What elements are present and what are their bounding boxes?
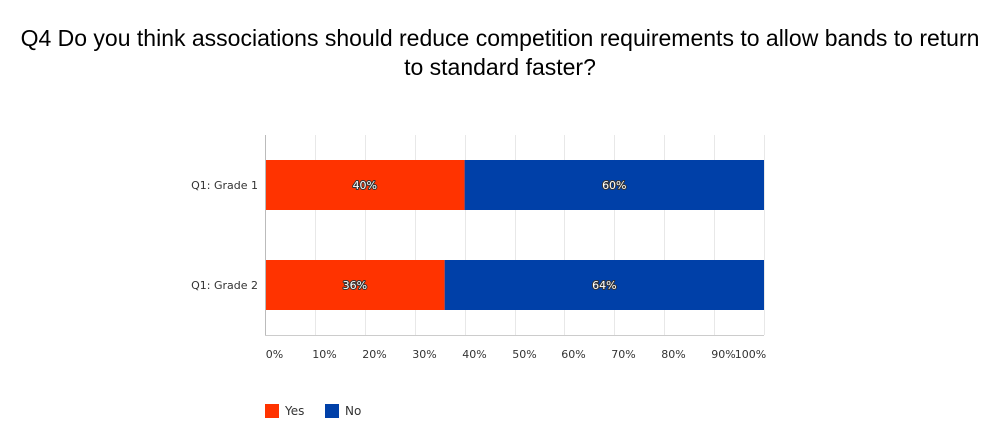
- chart-title: Q4 Do you think associations should redu…: [20, 25, 980, 80]
- x-tick-label: 90%: [711, 348, 735, 361]
- axes: 0% 10% 20% 30% 40% 50% 60% 70% 80% 90% 100%: [265, 135, 766, 361]
- bar-segment-yes-2: [265, 260, 445, 310]
- legend: Yes No: [265, 404, 361, 418]
- data-label: 60%: [602, 179, 626, 192]
- x-tick-label: 70%: [611, 348, 635, 361]
- x-tick-label: 10%: [312, 348, 336, 361]
- data-label: 36%: [343, 279, 367, 292]
- x-tick-label: 0%: [266, 348, 283, 361]
- bars: [265, 160, 764, 310]
- legend-label-yes: Yes: [284, 404, 304, 418]
- bar-segment-no-2: [444, 260, 764, 310]
- legend-label-no: No: [345, 404, 361, 418]
- legend-swatch-no: [325, 404, 339, 418]
- x-tick-label: 30%: [412, 348, 436, 361]
- x-tick-label: 60%: [561, 348, 585, 361]
- data-label: 40%: [353, 179, 377, 192]
- x-tick-label: 40%: [462, 348, 486, 361]
- data-label: 64%: [592, 279, 616, 292]
- labels: 40% 60% Q1: Grade 1 36% 64% Q1: Grade 2: [191, 178, 627, 293]
- bar-segment-no-1: [464, 160, 764, 210]
- category-label: Q1: Grade 2: [191, 279, 258, 292]
- bar-segment-yes-1: [265, 160, 465, 210]
- legend-swatch-yes: [265, 404, 279, 418]
- x-tick-label: 100%: [735, 348, 766, 361]
- category-label: Q1: Grade 1: [191, 179, 258, 192]
- x-tick-label: 50%: [512, 348, 536, 361]
- x-tick-label: 20%: [362, 348, 386, 361]
- x-tick-label: 80%: [661, 348, 685, 361]
